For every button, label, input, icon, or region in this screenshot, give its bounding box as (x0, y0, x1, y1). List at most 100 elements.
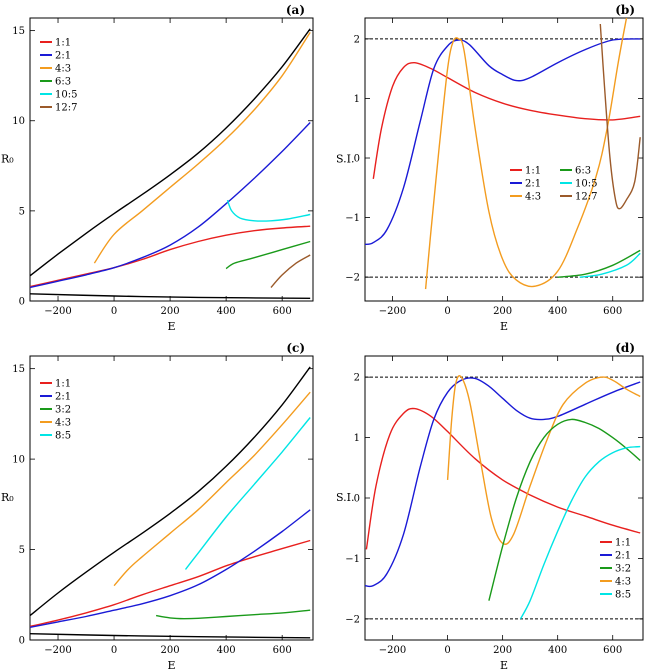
series-line-black (30, 28, 311, 277)
series-line-orange (113, 391, 311, 587)
chart-panel-3: −200 0 200 400 600 0 5 10 15 E R₀ (c) 1:1 2:1 3:2 4:3 8:… (1, 341, 314, 671)
x-tick-label: 400 (217, 306, 236, 317)
x-tick-label: 400 (217, 645, 236, 656)
series-line-blue (30, 509, 311, 628)
y-tick-label: −2 (345, 273, 360, 284)
legend-label: 12:7 (55, 103, 77, 114)
y-tick-label: 10 (12, 455, 25, 466)
plot-frame (364, 17, 644, 302)
y-tick-label: 0 (19, 636, 25, 647)
x-axis-label: E (167, 320, 175, 333)
y-tick-label: 15 (12, 26, 25, 37)
y-tick-label: 5 (19, 545, 25, 556)
series-line-cyan (519, 445, 641, 620)
x-tick-label: 0 (444, 306, 450, 317)
legend-label: 8:5 (55, 431, 71, 442)
legend-label: 1:1 (55, 38, 71, 49)
y-tick-label: 5 (19, 206, 25, 217)
y-tick-label: 0 (354, 494, 360, 505)
series-line-green (557, 249, 641, 278)
chart-panel-1: −200 0 200 400 600 0 5 10 15 E R₀ (a) 1:1 2:1 4:3 6:3 10… (1, 3, 314, 333)
legend-label: 8:5 (615, 590, 631, 601)
panel-label: (a) (286, 3, 305, 17)
series-line-orange (93, 32, 311, 264)
legend: 1:1 2:1 4:3 6:3 10:5 12:7 (510, 166, 597, 203)
legend-label: 2:1 (525, 179, 541, 190)
series-line-cyan (184, 417, 311, 570)
series-line-cyan (226, 199, 311, 222)
series-line-green (488, 418, 641, 601)
x-axis-label: E (167, 659, 175, 671)
series-line-green (155, 609, 311, 620)
y-tick-label: 1 (354, 433, 360, 444)
plot-frame (29, 355, 314, 641)
series-line-orange (424, 18, 628, 290)
legend-label: 2:1 (615, 551, 631, 562)
series-line-brown (270, 254, 311, 288)
legend-label: 6:3 (55, 77, 71, 88)
series-group (365, 375, 641, 620)
y-tick-label: −1 (345, 213, 360, 224)
x-tick-label: 0 (111, 306, 117, 317)
series-line-black (30, 366, 311, 617)
y-axis-label: S.I. (336, 153, 354, 166)
legend-label: 4:3 (615, 577, 631, 588)
legend-label: 10:5 (55, 90, 77, 101)
legend-label: 4:3 (55, 64, 71, 75)
x-tick-label: 200 (493, 645, 512, 656)
series-group (30, 28, 311, 299)
series-line-red (30, 539, 311, 628)
y-tick-label: 0 (354, 154, 360, 165)
x-tick-label: 600 (273, 306, 292, 317)
y-tick-label: −2 (345, 614, 360, 625)
series-group (365, 18, 641, 290)
legend-label: 12:7 (575, 192, 597, 203)
series-line-black (30, 293, 311, 299)
x-tick-label: 600 (273, 645, 292, 656)
legend: 1:1 2:1 3:2 4:3 8:5 (40, 379, 71, 442)
series-line-cyan (579, 252, 641, 278)
legend-label: 4:3 (525, 192, 541, 203)
legend-label: 10:5 (575, 179, 597, 190)
series-line-blue (30, 122, 311, 289)
panel-label: (d) (615, 341, 635, 355)
plot-frame (364, 355, 644, 641)
legend-label: 3:2 (55, 405, 71, 416)
series-line-blue (365, 377, 641, 588)
plot-frame (29, 17, 314, 302)
y-tick-label: 2 (354, 373, 360, 384)
x-tick-label: 600 (603, 645, 622, 656)
legend-label: 2:1 (55, 51, 71, 62)
legend-label: 3:2 (615, 564, 631, 575)
x-tick-label: 200 (161, 645, 180, 656)
x-tick-label: 600 (603, 306, 622, 317)
legend: 1:1 2:1 4:3 6:3 10:5 12:7 (40, 38, 77, 114)
y-axis-label: S.I. (336, 491, 354, 504)
series-line-red (30, 225, 311, 288)
series-line-blue (365, 38, 641, 246)
x-tick-label: 0 (444, 645, 450, 656)
x-tick-label: 400 (548, 645, 567, 656)
x-axis-label: E (500, 659, 508, 671)
y-axis-label: R₀ (1, 153, 14, 166)
y-tick-label: 15 (12, 364, 25, 375)
legend-label: 1:1 (525, 166, 541, 177)
y-tick-label: −1 (345, 554, 360, 565)
x-tick-label: −200 (379, 306, 406, 317)
series-line-brown (599, 23, 641, 210)
series-line-black (30, 633, 311, 639)
legend-label: 2:1 (55, 392, 71, 403)
panel-label: (c) (286, 341, 305, 355)
series-line-green (225, 240, 311, 270)
x-tick-label: 400 (548, 306, 567, 317)
legend: 1:1 2:1 3:2 4:3 8:5 (600, 538, 631, 601)
legend-label: 4:3 (55, 418, 71, 429)
x-axis-label: E (500, 320, 508, 333)
chart-panel-4: −200 0 200 400 600 −2 −1 0 1 2 E S.I. (d) 1:1 2:1 3:2 4:… (336, 341, 644, 671)
panel-label: (b) (615, 3, 635, 17)
y-tick-label: 2 (354, 34, 360, 45)
legend-label: 1:1 (615, 538, 631, 549)
chart-panel-2: −200 0 200 400 600 −2 −1 0 1 2 E S.I. (b) 1:1 2:1 4:3 6:… (336, 3, 644, 333)
y-tick-label: 0 (19, 297, 25, 308)
